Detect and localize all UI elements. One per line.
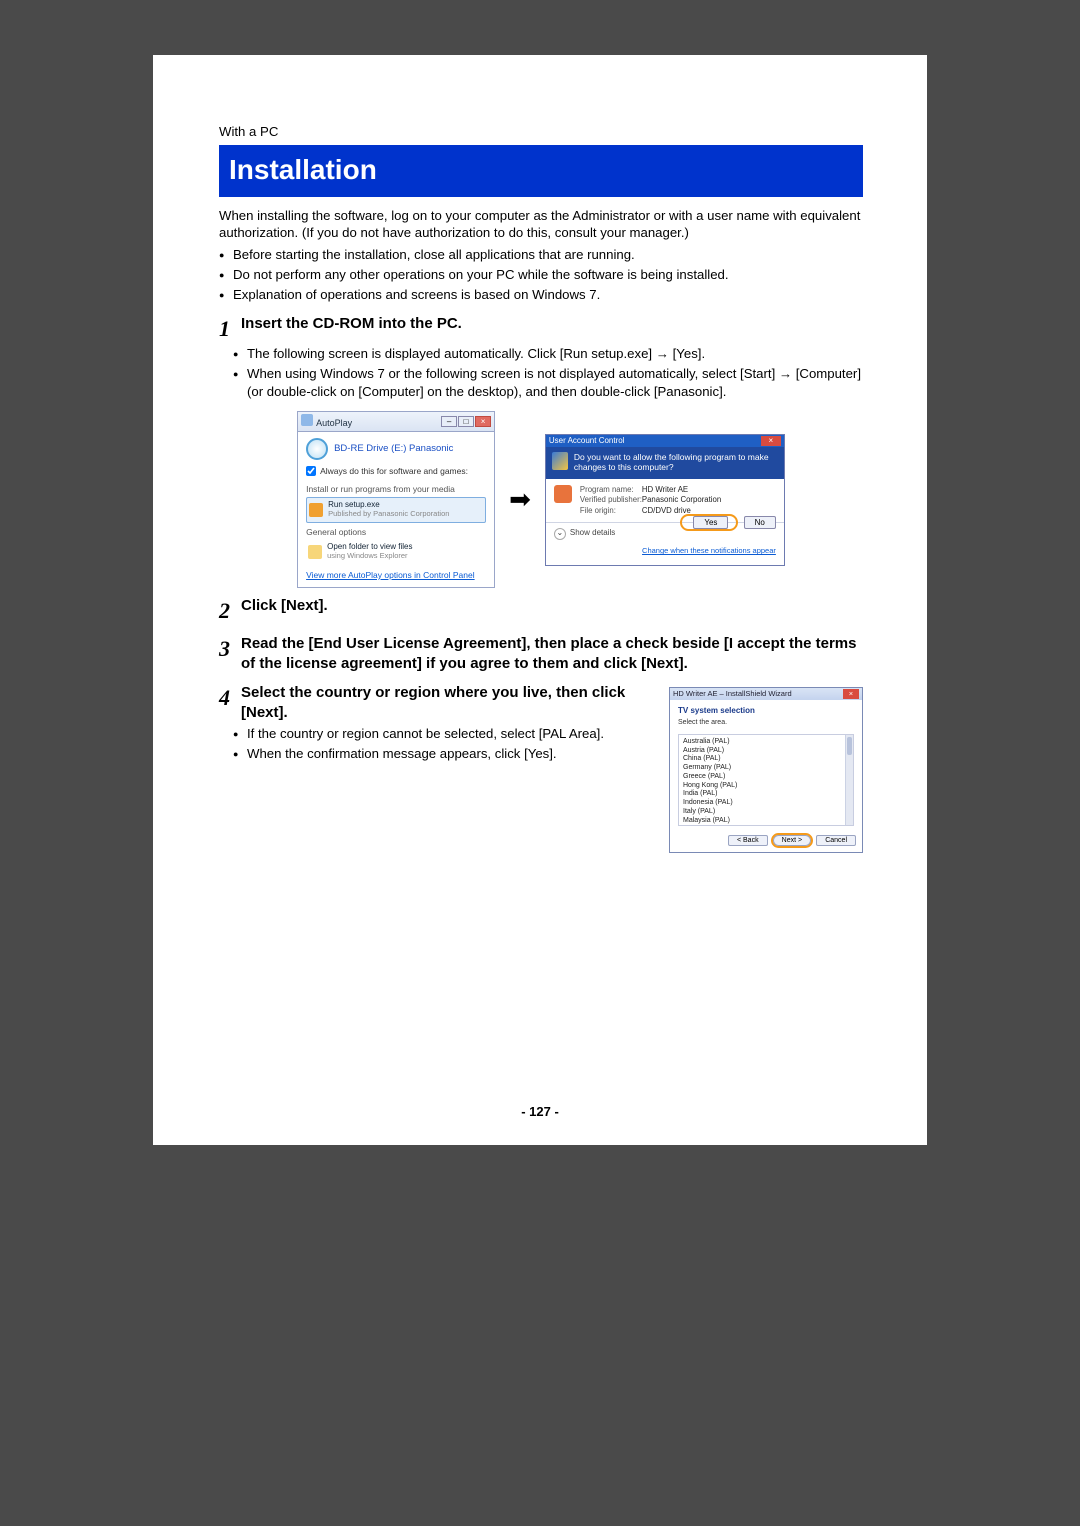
value: Panasonic Corporation (642, 495, 721, 504)
label: File origin: (580, 506, 642, 517)
window-buttons: – □ × (441, 416, 491, 427)
bullet-item: When the confirmation message appears, c… (219, 745, 655, 763)
list-item[interactable]: Greece (PAL) (683, 773, 849, 782)
installer-heading: TV system selection (678, 706, 854, 717)
checkbox-input[interactable] (306, 466, 316, 476)
drive-text: BD-RE Drive (E:) Panasonic (334, 443, 453, 456)
item-title: Open folder to view files (327, 542, 412, 551)
installer-window: HD Writer AE – InstallShield Wizard × TV… (669, 687, 863, 853)
item-subtitle: using Windows Explorer (327, 551, 407, 560)
step-heading: Read the [End User License Agreement], t… (241, 634, 863, 675)
bullet-item: When using Windows 7 or the following sc… (219, 365, 863, 401)
item-subtitle: Published by Panasonic Corporation (328, 509, 449, 518)
bullet-item: Before starting the installation, close … (219, 246, 863, 264)
page-number: - 127 - (153, 1103, 927, 1121)
more-options-link[interactable]: View more AutoPlay options in Control Pa… (306, 570, 486, 581)
disc-icon (301, 414, 313, 426)
list-item[interactable]: Austria (PAL) (683, 747, 849, 756)
maximize-button[interactable]: □ (458, 416, 474, 427)
figure-row: AutoPlay – □ × BD-RE Drive (E:) Panasoni… (219, 411, 863, 589)
bullet-item: Do not perform any other operations on y… (219, 266, 863, 284)
window-titlebar: HD Writer AE – InstallShield Wizard × (670, 688, 862, 700)
back-button[interactable]: < Back (728, 835, 768, 846)
step-heading: Click [Next]. (241, 596, 863, 616)
close-button[interactable]: × (761, 436, 781, 447)
step-number: 4 (219, 683, 241, 713)
label: Verified publisher: (580, 495, 642, 506)
label: Program name: (580, 485, 642, 496)
intro-bullets: Before starting the installation, close … (219, 246, 863, 303)
arrow-icon: ➡ (509, 482, 531, 517)
autoplay-window: AutoPlay – □ × BD-RE Drive (E:) Panasoni… (297, 411, 495, 589)
bullet-item: The following screen is displayed automa… (219, 345, 863, 363)
list-item[interactable]: Australia (PAL) (683, 738, 849, 747)
step-heading: Insert the CD-ROM into the PC. (241, 314, 863, 334)
question-text: Do you want to allow the following progr… (574, 452, 769, 472)
page-title: Installation (219, 145, 863, 197)
value: HD Writer AE (642, 485, 688, 494)
window-title: HD Writer AE – InstallShield Wizard (673, 689, 792, 699)
step-number: 3 (219, 634, 241, 664)
intro-paragraph: When installing the software, log on to … (219, 207, 863, 243)
list-item[interactable]: Singapore (PAL) (683, 825, 849, 826)
list-item[interactable]: Malaysia (PAL) (683, 817, 849, 826)
step-3: 3 Read the [End User License Agreement],… (219, 634, 863, 675)
cancel-button[interactable]: Cancel (816, 835, 856, 846)
uac-window: User Account Control × Do you want to al… (545, 434, 785, 566)
window-titlebar: AutoPlay – □ × (298, 412, 494, 432)
list-item[interactable]: Germany (PAL) (683, 764, 849, 773)
minimize-button[interactable]: – (441, 416, 457, 427)
item-title: Run setup.exe (328, 500, 380, 509)
shield-icon (552, 452, 568, 470)
group-title: Install or run programs from your media (306, 484, 486, 495)
step-1: 1 Insert the CD-ROM into the PC. The fol… (219, 314, 863, 401)
country-list[interactable]: Australia (PAL) Austria (PAL) China (PAL… (678, 734, 854, 826)
run-setup-item[interactable]: Run setup.exePublished by Panasonic Corp… (306, 497, 486, 523)
installer-buttons: < Back Next > Cancel (670, 830, 862, 852)
uac-bottom: Show details Yes No Change when these no… (546, 522, 784, 564)
close-button[interactable]: × (843, 689, 859, 699)
autoplay-body: BD-RE Drive (E:) Panasonic Always do thi… (298, 432, 494, 587)
document-page: With a PC Installation When installing t… (153, 55, 927, 1145)
next-button[interactable]: Next > (773, 835, 811, 846)
list-item[interactable]: Hong Kong (PAL) (683, 782, 849, 791)
checkbox-label: Always do this for software and games: (320, 466, 468, 477)
step-heading: Select the country or region where you l… (241, 683, 655, 724)
step1-bullets: The following screen is displayed automa… (219, 345, 863, 400)
bullet-item: Explanation of operations and screens is… (219, 286, 863, 304)
scrollbar[interactable] (845, 735, 853, 825)
list-item[interactable]: Indonesia (PAL) (683, 799, 849, 808)
list-item[interactable]: India (PAL) (683, 790, 849, 799)
window-title: User Account Control (549, 436, 625, 447)
value: CD/DVD drive (642, 506, 691, 515)
installer-subheading: Select the area. (678, 718, 854, 727)
installer-icon (309, 503, 323, 517)
change-notifications-link[interactable]: Change when these notifications appear (554, 546, 776, 556)
close-button[interactable]: × (475, 416, 491, 427)
section-label: With a PC (219, 123, 863, 141)
step-number: 2 (219, 596, 241, 626)
bullet-item: If the country or region cannot be selec… (219, 725, 655, 743)
step-number: 1 (219, 314, 241, 344)
no-button[interactable]: No (744, 516, 776, 529)
disc-icon (306, 438, 328, 460)
list-item[interactable]: China (PAL) (683, 755, 849, 764)
yes-button[interactable]: Yes (693, 516, 728, 529)
show-details-toggle[interactable]: Show details (554, 528, 615, 537)
step-4: 4 Select the country or region where you… (219, 683, 863, 853)
window-title: AutoPlay (316, 418, 352, 428)
window-titlebar: User Account Control × (546, 435, 784, 448)
uac-question: Do you want to allow the following progr… (546, 447, 784, 479)
program-icon (554, 485, 572, 503)
step-2: 2 Click [Next]. (219, 596, 863, 626)
list-item[interactable]: Italy (PAL) (683, 808, 849, 817)
step4-bullets: If the country or region cannot be selec… (219, 725, 655, 763)
always-checkbox[interactable]: Always do this for software and games: (306, 466, 486, 477)
drive-label: BD-RE Drive (E:) Panasonic (306, 438, 486, 460)
group-title: General options (306, 527, 486, 538)
open-folder-item[interactable]: Open folder to view filesusing Windows E… (306, 540, 486, 564)
folder-icon (308, 545, 322, 559)
